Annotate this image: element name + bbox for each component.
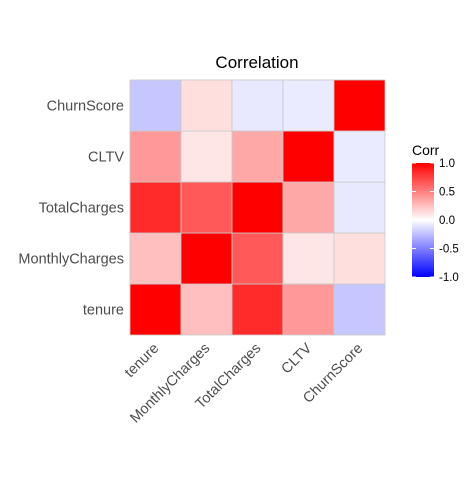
heatmap-cell-CLTV-tenure bbox=[282, 283, 335, 336]
y-tick-label: CLTV bbox=[88, 150, 124, 166]
y-tick-label: ChurnScore bbox=[47, 99, 124, 115]
y-axis-labels: tenure MonthlyCharges TotalCharges CLTV Chur… bbox=[18, 99, 124, 319]
legend-colorbar bbox=[412, 163, 434, 277]
heatmap-cell-TotalCharges-MonthlyCharges bbox=[231, 232, 284, 285]
heatmap-cell-CLTV-MonthlyCharges bbox=[282, 232, 335, 285]
heatmap-cell-MonthlyCharges-MonthlyCharges bbox=[180, 232, 233, 285]
legend-tick-label: -0.5 bbox=[439, 244, 459, 256]
y-tick-label: TotalCharges bbox=[39, 201, 124, 217]
heatmap-cell-tenure-MonthlyCharges bbox=[129, 232, 182, 285]
heatmap-cells bbox=[129, 79, 386, 336]
heatmap-cell-TotalCharges-TotalCharges bbox=[231, 181, 284, 234]
heatmap-cell-MonthlyCharges-TotalCharges bbox=[180, 181, 233, 234]
heatmap-cell-TotalCharges-tenure bbox=[231, 283, 284, 336]
heatmap-cell-MonthlyCharges-tenure bbox=[180, 283, 233, 336]
y-tick-label: tenure bbox=[83, 303, 124, 319]
legend-tick-label: 1.0 bbox=[439, 158, 455, 170]
legend-tick-label: 0.0 bbox=[439, 215, 455, 227]
legend-tick-label: 0.5 bbox=[439, 187, 455, 199]
y-tick-label: MonthlyCharges bbox=[18, 252, 124, 268]
heatmap-cell-CLTV-TotalCharges bbox=[282, 181, 335, 234]
x-tick-label: tenure bbox=[122, 341, 162, 381]
heatmap-cell-MonthlyCharges-CLTV bbox=[180, 130, 233, 183]
x-tick-label: CLTV bbox=[279, 340, 316, 377]
heatmap-cell-tenure-TotalCharges bbox=[129, 181, 182, 234]
heatmap-cell-ChurnScore-MonthlyCharges bbox=[333, 232, 386, 285]
heatmap-cell-CLTV-CLTV bbox=[282, 130, 335, 183]
heatmap-cell-MonthlyCharges-ChurnScore bbox=[180, 79, 233, 132]
chart-title: Correlation bbox=[215, 53, 298, 72]
heatmap-cell-TotalCharges-ChurnScore bbox=[231, 79, 284, 132]
heatmap-cell-ChurnScore-CLTV bbox=[333, 130, 386, 183]
heatmap-cell-tenure-CLTV bbox=[129, 130, 182, 183]
legend: Corr 1.0 0.5 0.0 -0.5 -1.0 bbox=[412, 142, 459, 284]
heatmap-cell-ChurnScore-TotalCharges bbox=[333, 181, 386, 234]
heatmap-cell-tenure-tenure bbox=[129, 283, 182, 336]
legend-title: Corr bbox=[412, 142, 440, 158]
heatmap-cell-ChurnScore-tenure bbox=[333, 283, 386, 336]
heatmap-cell-CLTV-ChurnScore bbox=[282, 79, 335, 132]
heatmap-cell-TotalCharges-CLTV bbox=[231, 130, 284, 183]
heatmap-cell-ChurnScore-ChurnScore bbox=[333, 79, 386, 132]
legend-tick-label: -1.0 bbox=[439, 272, 459, 284]
heatmap-cell-tenure-ChurnScore bbox=[129, 79, 182, 132]
